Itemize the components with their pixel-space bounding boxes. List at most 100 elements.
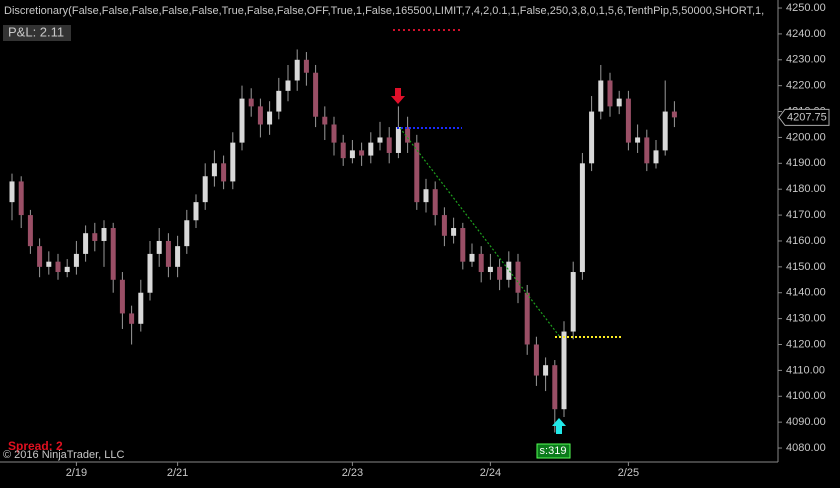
candle-body: [110, 228, 116, 280]
candle-body: [175, 246, 181, 267]
candle-body: [129, 313, 135, 324]
candle-body: [119, 279, 125, 314]
candle-body: [506, 261, 512, 280]
last-price-marker: [778, 108, 830, 126]
candle-body: [322, 116, 328, 125]
y-tick-label: 4140.00: [786, 287, 826, 299]
candle-body: [395, 127, 401, 153]
spread: Spread: 2: [8, 439, 63, 453]
candle-body: [18, 181, 24, 216]
candle-body: [432, 189, 438, 216]
y-tick-label: 4240.00: [786, 28, 826, 40]
x-tick-label: 2/21: [167, 467, 188, 479]
x-tick-label: 2/23: [342, 467, 363, 479]
candle-body: [276, 90, 282, 112]
candle-body: [313, 72, 319, 117]
candle-body: [156, 240, 162, 254]
candle-body: [73, 253, 79, 267]
candle-body: [579, 163, 585, 273]
candle-body: [589, 111, 595, 164]
candle-body: [211, 163, 217, 177]
candle-body: [423, 189, 429, 203]
candle-body: [533, 344, 539, 376]
candle-body: [27, 215, 33, 247]
candle-body: [368, 142, 374, 156]
y-tick-label: 4170.00: [786, 209, 826, 221]
y-tick-label: 4100.00: [786, 390, 826, 402]
candle-body: [635, 137, 641, 143]
last-price-label: 4207.75: [787, 111, 827, 123]
candle-body: [202, 176, 208, 203]
y-tick-label: 4120.00: [786, 338, 826, 350]
candle-body: [230, 142, 236, 182]
pnl-box: [3, 25, 71, 41]
candle-body: [451, 228, 457, 236]
y-tick-label: 4150.00: [786, 261, 826, 273]
candle-body: [625, 98, 631, 143]
candle-body: [147, 253, 153, 293]
candle-body: [257, 106, 263, 125]
candle-body: [55, 261, 61, 273]
signal-box: [536, 443, 571, 459]
candle-body: [524, 292, 530, 345]
candle-body: [460, 228, 466, 262]
candle-body: [405, 127, 411, 143]
candle-body: [184, 220, 190, 247]
sell-arrow: [391, 88, 405, 104]
candle-body: [497, 266, 503, 280]
candle-body: [239, 98, 245, 143]
copyright: © 2016 NinjaTrader, LLC: [3, 449, 124, 461]
y-tick-label: 4130.00: [786, 313, 826, 325]
y-tick-label: 4220.00: [786, 80, 826, 92]
candle-body: [644, 137, 650, 164]
x-tick-label: 2/19: [66, 467, 87, 479]
candle-body: [303, 59, 309, 73]
candle-body: [616, 98, 622, 107]
candle-body: [221, 163, 227, 182]
candle-body: [653, 150, 659, 164]
candle-body: [552, 365, 558, 410]
y-tick-label: 4180.00: [786, 183, 826, 195]
candle-body: [9, 181, 15, 203]
y-tick-label: 4200.00: [786, 131, 826, 143]
candle-body: [193, 202, 199, 221]
candle-body: [570, 272, 576, 332]
x-tick-label: 2/24: [480, 467, 501, 479]
candle-body: [37, 246, 43, 267]
candle-body: [386, 137, 392, 153]
candle-body: [662, 111, 668, 151]
candle-body: [294, 59, 300, 81]
candle-body: [441, 215, 447, 236]
candle-body: [487, 266, 493, 273]
y-tick-label: 4090.00: [786, 416, 826, 428]
y-tick-label: 4190.00: [786, 157, 826, 169]
candle-body: [359, 150, 365, 156]
plot: [9, 49, 677, 433]
candle-body: [340, 142, 346, 159]
candle-body: [248, 98, 254, 107]
y-tick-label: 4110.00: [786, 364, 825, 376]
candle-body: [285, 80, 291, 91]
candle-body: [92, 233, 98, 241]
candle-body: [267, 111, 273, 125]
candle-body: [101, 228, 107, 241]
candle-body: [515, 261, 521, 293]
candle-body: [598, 80, 604, 112]
candle-body: [331, 124, 337, 143]
candle-body: [138, 292, 144, 324]
buy-arrow: [552, 418, 566, 434]
x-tick-label: 2/25: [618, 467, 639, 479]
candle-body: [671, 111, 677, 118]
candle-body: [561, 331, 567, 410]
strategy-title: Discretionary(False,False,False,False,Fa…: [4, 5, 764, 17]
candle-body: [83, 233, 89, 254]
candle-body: [607, 80, 613, 107]
y-tick-label: 4080.00: [786, 442, 826, 454]
y-tick-label: 4230.00: [786, 54, 826, 66]
candle-body: [349, 150, 355, 159]
candle-body: [414, 142, 420, 203]
candle-body: [543, 365, 549, 376]
candle-body: [377, 137, 383, 143]
